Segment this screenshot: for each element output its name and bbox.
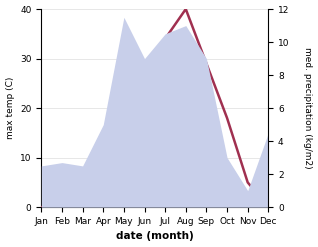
Y-axis label: med. precipitation (kg/m2): med. precipitation (kg/m2) bbox=[303, 47, 313, 169]
Y-axis label: max temp (C): max temp (C) bbox=[5, 77, 15, 139]
X-axis label: date (month): date (month) bbox=[116, 231, 194, 242]
